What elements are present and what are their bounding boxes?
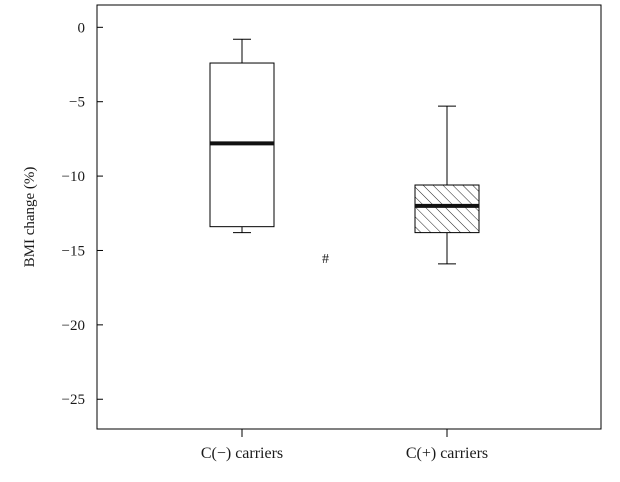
y-axis: 0 −5 −10 −15 −20 −25 [62, 20, 103, 408]
boxes [209, 38, 480, 265]
significance-marker: # [322, 252, 329, 267]
y-tick-label: −15 [62, 243, 85, 259]
annotations: # [322, 252, 329, 267]
y-tick-label: −20 [62, 318, 85, 334]
x-category-label: C(−) carriers [201, 445, 283, 462]
x-category-label: C(+) carriers [406, 445, 488, 462]
y-tick-label: −5 [69, 95, 85, 111]
y-tick-label: 0 [78, 20, 86, 36]
iqr-box [414, 184, 480, 234]
y-axis-label: BMI change (%) [22, 167, 38, 268]
y-tick-label: −10 [62, 169, 85, 185]
x-axis: C(−) carriers C(+) carriers [201, 429, 488, 462]
y-tick-label: −25 [62, 392, 85, 408]
plot-frame [96, 4, 602, 430]
